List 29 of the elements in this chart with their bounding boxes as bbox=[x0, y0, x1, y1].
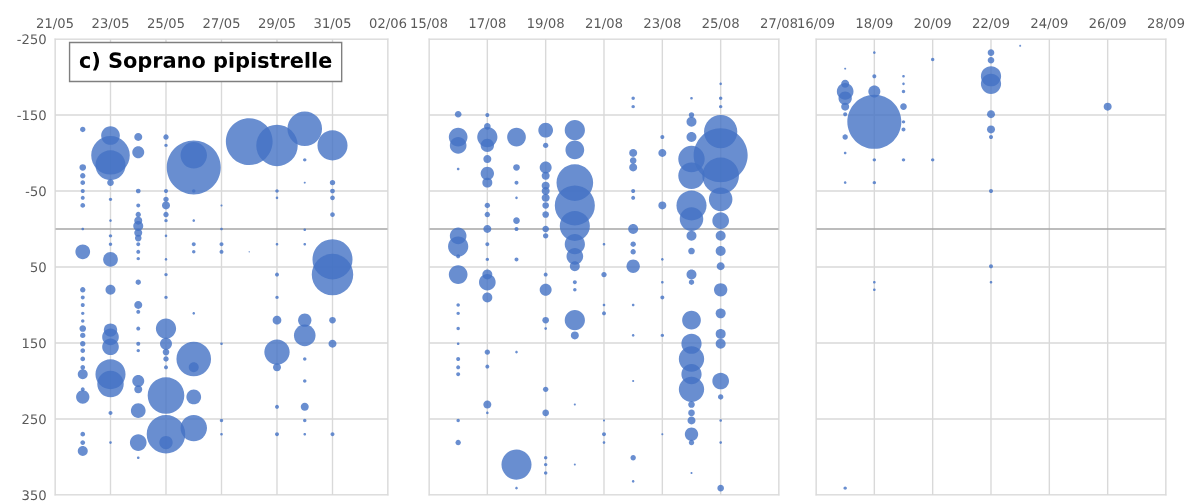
y-tick-label: -250 bbox=[17, 34, 46, 45]
x-tick-label: 27/08 bbox=[760, 18, 798, 30]
x-tick-label: 21/05 bbox=[36, 18, 73, 30]
x-tick-label: 28/09 bbox=[1147, 18, 1185, 30]
x-tick-label: 26/09 bbox=[1089, 18, 1126, 30]
x-tick-label: 17/08 bbox=[469, 18, 506, 30]
y-tick-label: 250 bbox=[22, 414, 46, 425]
x-tick-label: 18/09 bbox=[856, 18, 893, 30]
x-tick-label: 25/05 bbox=[147, 18, 184, 30]
y-tick-label: 150 bbox=[22, 338, 46, 349]
x-tick-label: 27/05 bbox=[203, 18, 240, 30]
x-tick-label: 02/06 bbox=[369, 18, 407, 30]
x-tick-label: 29/05 bbox=[258, 18, 295, 30]
x-tick-label: 22/09 bbox=[972, 18, 1010, 30]
y-tick-label: 350 bbox=[22, 490, 46, 501]
x-tick-label: 23/05 bbox=[92, 18, 129, 30]
x-tick-label: 24/09 bbox=[1031, 18, 1068, 30]
x-tick-label: 19/08 bbox=[528, 18, 564, 30]
x-tick-label: 15/08 bbox=[411, 18, 448, 30]
x-tick-label: 31/05 bbox=[314, 18, 351, 30]
x-tick-label: 25/08 bbox=[702, 18, 739, 30]
text: c) Soprano pipistrelle bbox=[79, 51, 332, 73]
y-tick-label: -50 bbox=[25, 186, 46, 197]
y-tick-label: -150 bbox=[17, 110, 46, 121]
x-tick-label: 23/08 bbox=[644, 18, 681, 30]
y-tick-label: 50 bbox=[30, 262, 46, 273]
x-tick-label: 20/09 bbox=[914, 18, 951, 30]
x-tick-label: 16/09 bbox=[798, 18, 835, 30]
x-tick-label: 21/08 bbox=[585, 18, 623, 30]
